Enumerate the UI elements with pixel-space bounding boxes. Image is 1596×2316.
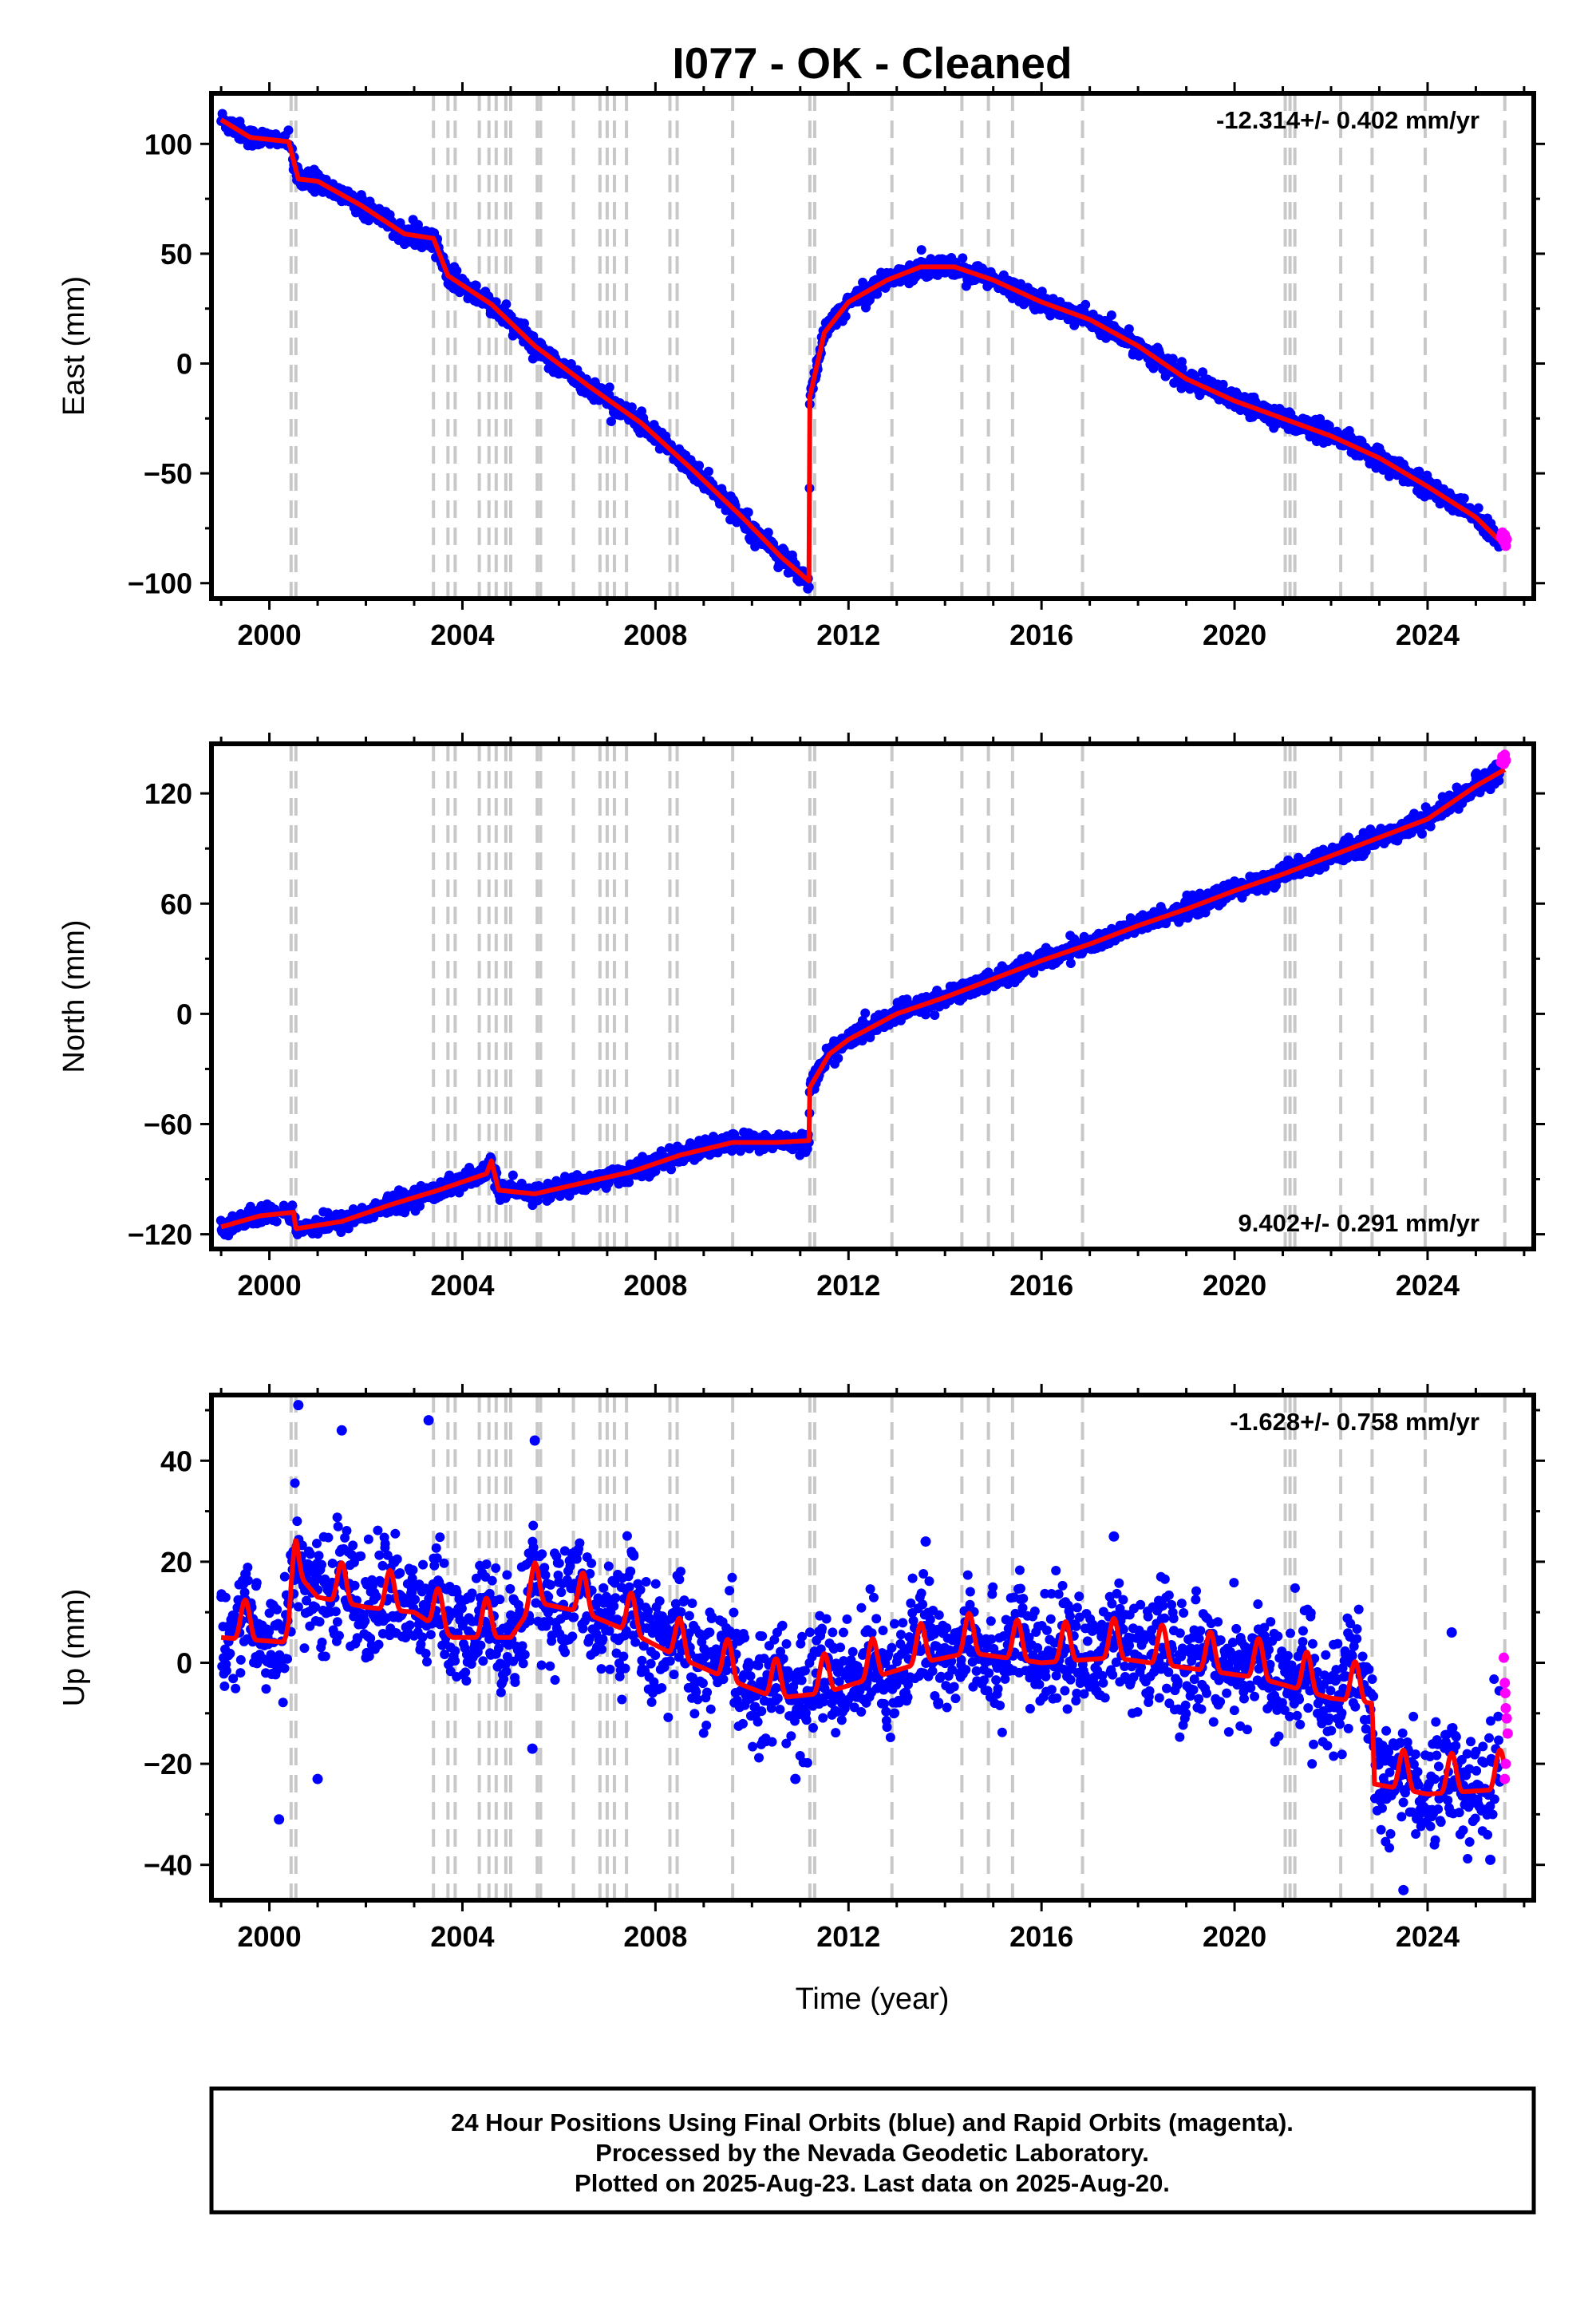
x-tick-label: 2012 [816, 619, 880, 651]
final-orbit-point [606, 416, 616, 426]
final-orbit-point [860, 1008, 871, 1018]
x-tick-label: 2024 [1396, 619, 1460, 651]
rapid-orbit-point [1501, 534, 1512, 545]
y-tick-label: 50 [160, 238, 192, 271]
final-orbit-point [916, 245, 926, 255]
plot-frame [209, 91, 1536, 601]
east-panel: 2000 2004 2008 2012 2016 2020 2024 −100 −50 0 50 10… [57, 82, 1545, 651]
final-orbit-point [1167, 354, 1178, 364]
y-tick-label: −120 [128, 1219, 192, 1251]
final-orbit-point [743, 507, 753, 517]
final-orbit-point [251, 1578, 262, 1588]
final-orbit-point [930, 1010, 940, 1020]
final-orbit-point [452, 266, 462, 276]
final-orbit-point [763, 528, 773, 538]
north-axis-label: North (mm) [57, 919, 91, 1073]
final-orbit-point [1473, 503, 1483, 513]
fit-line [219, 767, 1507, 1231]
y-tick-label: 60 [160, 887, 192, 920]
plot-area [216, 93, 1512, 599]
final-orbit-point [1065, 958, 1076, 969]
final-orbit-point [804, 582, 814, 592]
final-orbit-point [243, 1562, 253, 1572]
plot-area [216, 1395, 1513, 1900]
final-orbit-point [501, 299, 512, 310]
x-tick-label: 2004 [430, 619, 494, 651]
final-orbit-point [271, 1216, 282, 1227]
final-orbit-point [235, 1654, 246, 1665]
final-orbit-point [279, 1571, 290, 1582]
final-orbit-point [225, 1648, 235, 1658]
plot-frame [209, 741, 1536, 1251]
final-orbit-point [1124, 324, 1134, 334]
x-tick-label: 2020 [1203, 619, 1266, 651]
x-tick-label: 2012 [816, 1269, 880, 1302]
final-orbit-point [283, 125, 294, 136]
final-orbit-point [282, 1654, 293, 1664]
final-orbit-point [287, 1200, 298, 1211]
y-tick-label: 100 [144, 128, 192, 160]
fit-line [219, 117, 1507, 583]
x-tick-label: 2016 [1009, 1269, 1073, 1302]
final-orbit-point [872, 289, 883, 299]
x-tick-label: 2008 [623, 1269, 687, 1302]
plot-area [215, 744, 1511, 1249]
final-orbit-point [703, 466, 713, 476]
final-orbit-point [840, 311, 851, 322]
y-tick-label: −100 [128, 567, 192, 600]
y-tick-label: −50 [144, 457, 192, 490]
final-orbit-point [221, 1666, 231, 1676]
x-tick-label: 2004 [430, 1269, 494, 1302]
final-orbit-point [566, 358, 576, 369]
final-orbit-point [243, 1575, 253, 1586]
final-orbit-point [235, 1668, 246, 1678]
north-panel: 2000 2004 2008 2012 2016 2020 2024 −120 −60 0 60 12… [57, 733, 1545, 1302]
final-orbit-point [519, 318, 529, 329]
final-orbit-point [471, 280, 481, 290]
y-tick-label: −60 [144, 1108, 192, 1140]
final-orbit-point [272, 1604, 282, 1614]
north-rate-label: 9.402+/- 0.291 mm/yr [1238, 1209, 1479, 1237]
final-orbit-point [279, 1663, 290, 1674]
final-orbit-point [833, 1053, 843, 1064]
final-orbit-point [1037, 287, 1047, 297]
final-orbit-point [1218, 379, 1228, 389]
final-orbit-point [278, 1697, 288, 1708]
final-orbit-point [1080, 299, 1091, 310]
final-orbit-point [231, 1683, 241, 1694]
y-tick-label: 120 [144, 777, 192, 810]
rapid-orbit-point [1500, 755, 1511, 766]
final-orbit-point [1416, 828, 1427, 839]
x-tick-label: 2000 [238, 619, 302, 651]
x-tick-label: 2000 [238, 1269, 302, 1302]
final-orbit-point [220, 1592, 231, 1603]
final-orbit-point [1459, 493, 1469, 504]
final-orbit-point [1069, 320, 1080, 330]
final-orbit-point [1106, 310, 1116, 320]
final-orbit-point [357, 194, 367, 204]
x-tick-label: 2020 [1203, 1269, 1266, 1302]
east-rate-label: -12.314+/- 0.402 mm/yr [1216, 106, 1479, 134]
x-tick-label: 2024 [1396, 1269, 1460, 1302]
plot-title: I077 - OK - Cleaned [672, 38, 1072, 88]
up-panel: 2000 2004 2008 2012 2016 2020 2024−40−2002040U… [57, 1384, 1545, 1953]
x-tick-label: 2016 [1009, 619, 1073, 651]
final-orbit-point [261, 1684, 271, 1694]
x-tick-label: 2008 [623, 619, 687, 651]
y-tick-label: 0 [176, 998, 192, 1030]
final-orbit-point [958, 253, 968, 263]
east-axis-label: East (mm) [57, 276, 91, 416]
final-orbit-point [219, 1681, 230, 1691]
final-orbit-point [694, 460, 705, 471]
final-orbit-point [508, 1170, 518, 1180]
y-tick-label: 0 [176, 348, 192, 381]
final-orbit-point [604, 382, 614, 393]
